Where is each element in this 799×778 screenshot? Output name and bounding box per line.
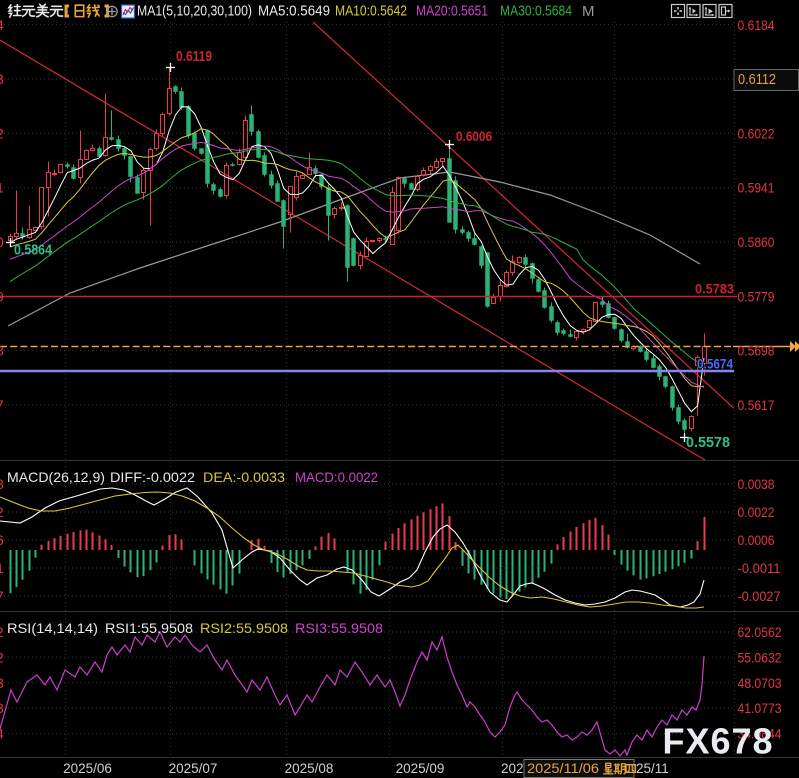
svg-text:9: 9 (0, 288, 4, 304)
svg-text:2: 2 (0, 624, 4, 640)
svg-text:MACD(26,12,9): MACD(26,12,9) (7, 469, 105, 485)
svg-text:7: 7 (0, 588, 4, 604)
svg-text:0.5779: 0.5779 (738, 288, 775, 304)
svg-text:RSI(14,14,14): RSI(14,14,14) (7, 620, 98, 636)
svg-text:8: 8 (0, 343, 4, 359)
svg-text:2025/11/06: 2025/11/06 (527, 761, 599, 776)
svg-text:DIFF:-0.0022: DIFF:-0.0022 (110, 469, 195, 485)
svg-text:MA20:0.5651: MA20:0.5651 (416, 4, 488, 20)
svg-text:0.5698: 0.5698 (738, 343, 775, 359)
svg-text:0: 0 (0, 234, 4, 250)
svg-text:2025/08: 2025/08 (285, 761, 334, 776)
svg-text:41.0773: 41.0773 (738, 700, 782, 716)
svg-text:2: 2 (0, 649, 4, 665)
svg-text:2025/06: 2025/06 (63, 761, 112, 776)
svg-text:0.6119: 0.6119 (176, 49, 212, 65)
svg-text:1: 1 (0, 180, 4, 196)
svg-text:0.5860: 0.5860 (738, 234, 775, 250)
svg-text:RSI3:55.9508: RSI3:55.9508 (295, 620, 383, 636)
svg-text:M: M (582, 3, 595, 20)
svg-text:DEA:-0.0033: DEA:-0.0033 (203, 469, 285, 485)
svg-text:202: 202 (501, 761, 524, 776)
svg-text:25/11: 25/11 (636, 761, 669, 776)
svg-text:0.5864: 0.5864 (14, 243, 52, 259)
svg-text:34.0844: 34.0844 (738, 726, 782, 742)
svg-text:-0.0027: -0.0027 (738, 588, 781, 604)
svg-text:48.0703: 48.0703 (738, 675, 782, 691)
svg-text:0.6022: 0.6022 (738, 125, 775, 141)
svg-text:0.0038: 0.0038 (738, 476, 775, 492)
svg-text:MA10:0.5642: MA10:0.5642 (335, 4, 407, 20)
svg-text:MA5:0.5649: MA5:0.5649 (258, 4, 330, 20)
svg-text:8: 8 (0, 476, 4, 492)
svg-text:0.6006: 0.6006 (456, 128, 492, 144)
svg-text:MA30:0.5684: MA30:0.5684 (500, 4, 572, 20)
svg-text:2: 2 (0, 504, 4, 520)
svg-text:7: 7 (0, 397, 4, 413)
svg-text:4: 4 (0, 17, 4, 33)
svg-text:0.6184: 0.6184 (738, 17, 775, 33)
svg-text:3: 3 (0, 675, 4, 691)
svg-text:RSI2:55.9508: RSI2:55.9508 (200, 620, 288, 636)
svg-text:0.5783: 0.5783 (695, 281, 734, 297)
svg-text:6: 6 (0, 532, 4, 548)
svg-text:0.6112: 0.6112 (738, 72, 776, 88)
svg-text:0.0022: 0.0022 (738, 504, 775, 520)
svg-text:MA1(5,10,20,30,100): MA1(5,10,20,30,100) (137, 4, 252, 20)
svg-text:2025/09: 2025/09 (396, 761, 445, 776)
svg-text:2: 2 (0, 125, 4, 141)
svg-text:-0.0011: -0.0011 (738, 560, 781, 576)
svg-text:2025/07: 2025/07 (169, 761, 218, 776)
svg-text:RSI1:55.9508: RSI1:55.9508 (105, 620, 193, 636)
svg-text:0.5941: 0.5941 (738, 180, 775, 196)
svg-text:0.5617: 0.5617 (738, 397, 775, 413)
svg-text:0.0006: 0.0006 (738, 532, 775, 548)
svg-text:MACD:0.0022: MACD:0.0022 (295, 469, 378, 485)
svg-text:55.0632: 55.0632 (738, 649, 782, 665)
svg-text:3: 3 (0, 700, 4, 716)
svg-text:0.5674: 0.5674 (697, 356, 733, 372)
svg-text:4: 4 (0, 726, 4, 742)
svg-text:0.5578: 0.5578 (686, 435, 730, 451)
svg-text:3: 3 (0, 71, 4, 87)
svg-text:FX678: FX678 (662, 721, 773, 762)
svg-text:1: 1 (0, 560, 4, 576)
svg-text:62.0562: 62.0562 (738, 624, 782, 640)
